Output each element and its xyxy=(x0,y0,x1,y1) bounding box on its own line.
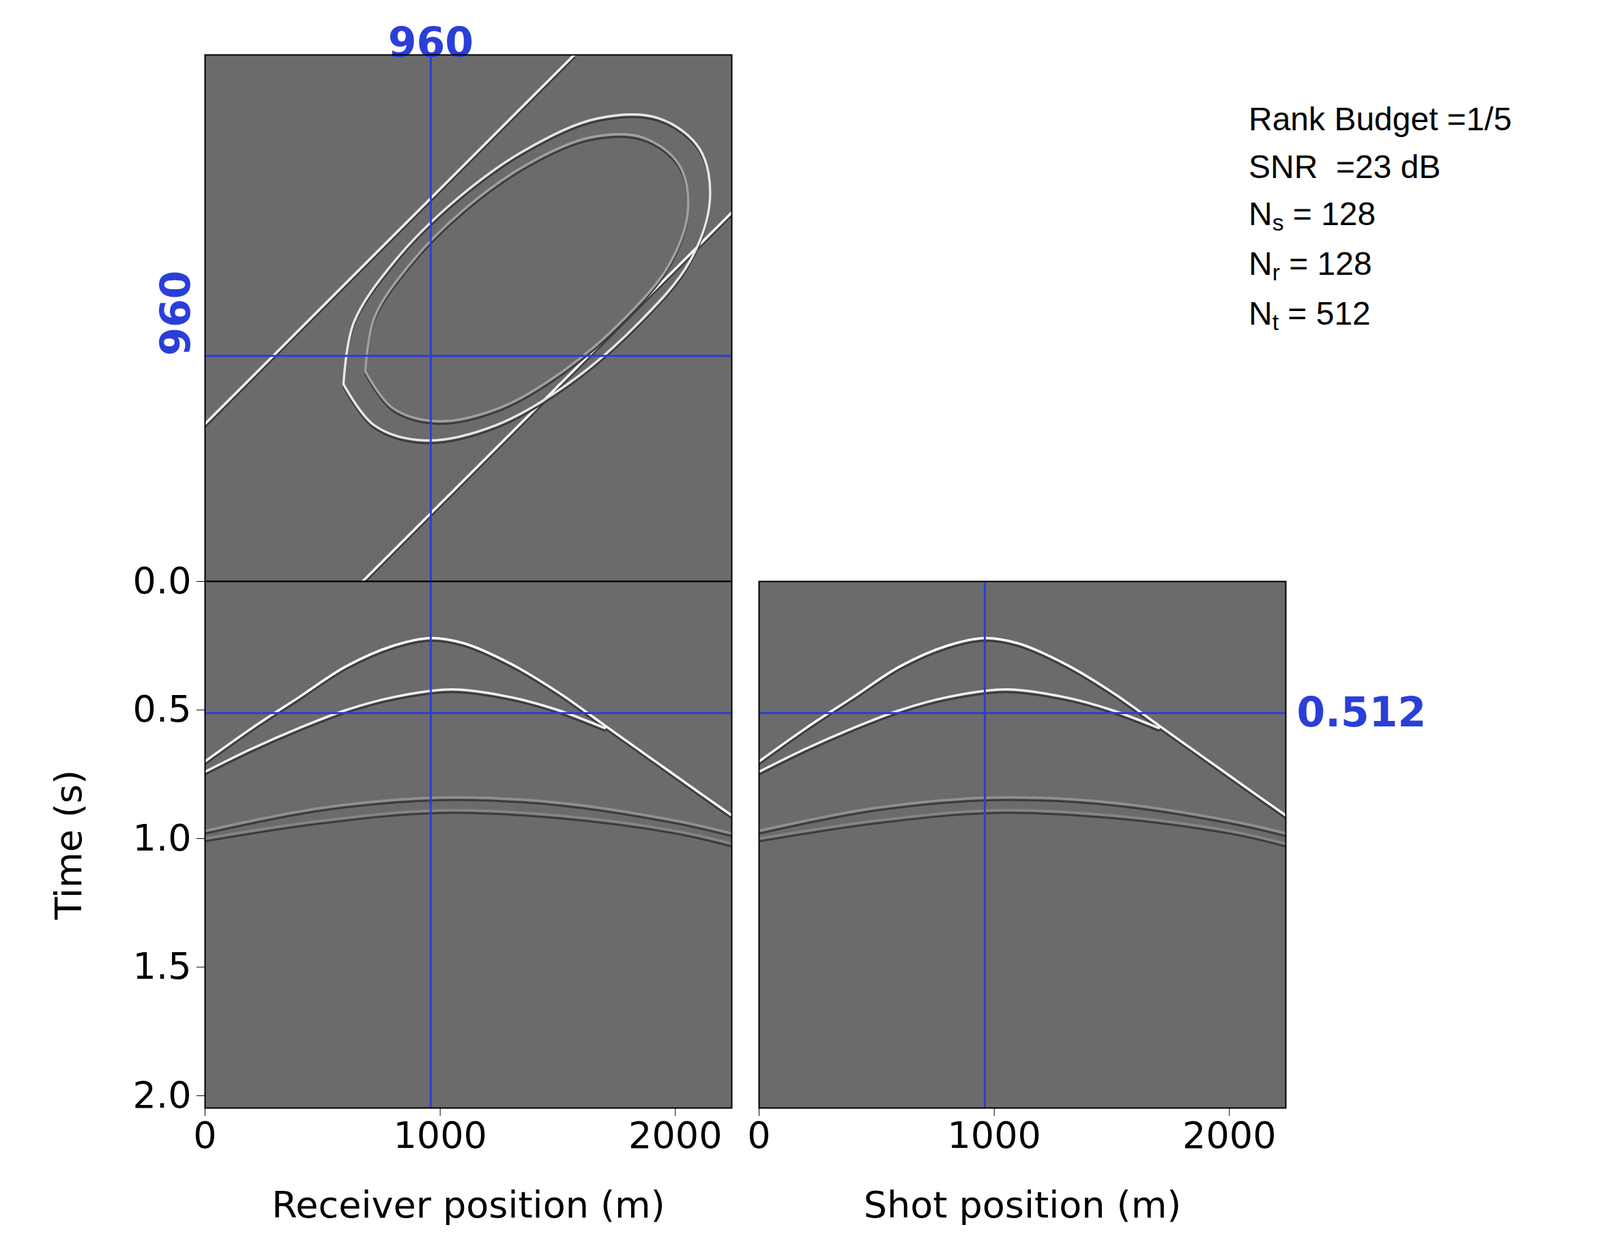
svg-text:0.512: 0.512 xyxy=(1297,688,1427,737)
svg-text:1000: 1000 xyxy=(393,1114,487,1158)
html-text:Nt= 512: Nt= 512 xyxy=(1248,295,1371,336)
svg-text:1.5: 1.5 xyxy=(133,944,192,988)
svg-text:0: 0 xyxy=(193,1114,217,1158)
svg-text:960: 960 xyxy=(151,270,200,356)
svg-text:2.0: 2.0 xyxy=(133,1073,192,1117)
svg-text:0.0: 0.0 xyxy=(133,559,192,603)
html-text:Nr= 128: Nr= 128 xyxy=(1248,245,1372,286)
svg-text:0: 0 xyxy=(747,1114,771,1158)
svg-text:2000: 2000 xyxy=(1182,1114,1276,1158)
svg-text:Time (s): Time (s) xyxy=(47,770,91,922)
html-text:SNR =23 dB: SNR =23 dB xyxy=(1248,148,1441,185)
svg-text:0.5: 0.5 xyxy=(133,687,192,731)
svg-text:1000: 1000 xyxy=(947,1114,1041,1158)
svg-text:960: 960 xyxy=(388,18,474,67)
svg-text:Shot position (m): Shot position (m) xyxy=(863,1183,1182,1227)
html-text:Rank Budget =1/5: Rank Budget =1/5 xyxy=(1248,100,1512,138)
svg-text:Receiver position (m): Receiver position (m) xyxy=(271,1183,666,1227)
html-text:Ns= 128: Ns= 128 xyxy=(1248,195,1376,236)
svg-text:1.0: 1.0 xyxy=(133,816,192,860)
svg-text:2000: 2000 xyxy=(628,1114,722,1158)
